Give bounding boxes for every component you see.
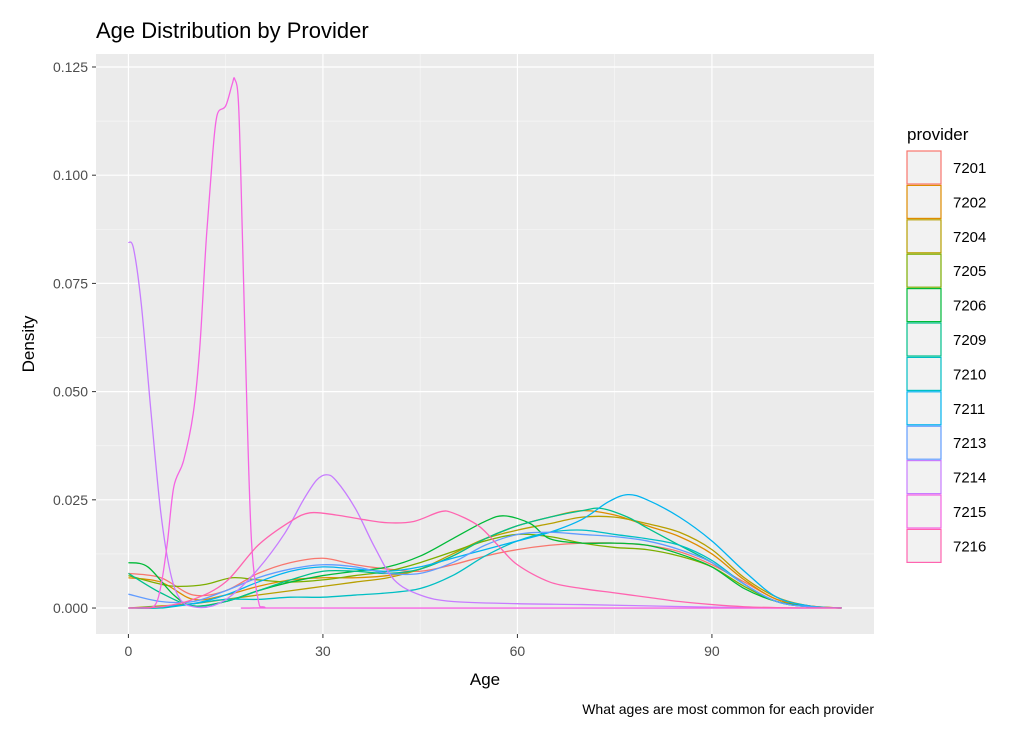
series-line-7213 bbox=[128, 531, 842, 609]
x-axis: 0 30 60 90 bbox=[125, 634, 720, 659]
legend-label-7211: 7211 bbox=[953, 401, 985, 418]
legend-label-7216: 7216 bbox=[953, 538, 986, 555]
legend-key-7210 bbox=[906, 356, 942, 391]
y-axis: 0.000 0.025 0.050 0.075 0.100 0.125 bbox=[53, 59, 96, 616]
series-line-7216 bbox=[128, 510, 842, 609]
y-tick-label: 0.000 bbox=[53, 600, 88, 616]
y-tick-label: 0.125 bbox=[53, 59, 88, 75]
series-line-7215 bbox=[141, 77, 842, 609]
x-tick-label: 90 bbox=[704, 643, 720, 659]
legend-key-7201 bbox=[906, 150, 942, 185]
legend-key-7202 bbox=[906, 184, 942, 219]
legend-key-7206 bbox=[906, 288, 942, 323]
y-tick-label: 0.100 bbox=[53, 167, 88, 183]
series-line-7210 bbox=[128, 529, 842, 609]
plot-panel bbox=[96, 54, 874, 634]
y-tick-label: 0.050 bbox=[53, 384, 88, 400]
legend-key-7214 bbox=[906, 460, 942, 495]
legend-key-7215 bbox=[906, 494, 942, 529]
legend-title: provider bbox=[907, 125, 969, 144]
chart-caption: What ages are most common for each provi… bbox=[582, 701, 874, 717]
legend-label-7205: 7205 bbox=[953, 263, 986, 280]
legend-label-7209: 7209 bbox=[953, 332, 986, 349]
y-tick-label: 0.025 bbox=[53, 492, 88, 508]
y-tick-label: 0.075 bbox=[53, 275, 88, 291]
legend-label-7204: 7204 bbox=[953, 229, 986, 246]
legend-label-7213: 7213 bbox=[953, 435, 986, 452]
series-line-7214 bbox=[127, 241, 842, 609]
legend-key-7211 bbox=[906, 391, 942, 426]
legend: 7201 7202 7204 7205 7206 7209 7210 7211 7213 7214… bbox=[906, 150, 986, 564]
legend-label-7201: 7201 bbox=[953, 160, 986, 177]
y-axis-title: Density bbox=[19, 315, 38, 372]
grid-minor bbox=[96, 54, 874, 634]
x-tick-label: 0 bbox=[125, 643, 133, 659]
chart-title: Age Distribution by Provider bbox=[96, 18, 369, 43]
legend-label-7215: 7215 bbox=[953, 504, 986, 521]
legend-label-7214: 7214 bbox=[953, 470, 986, 487]
x-tick-label: 30 bbox=[315, 643, 331, 659]
legend-key-7205 bbox=[906, 253, 942, 288]
legend-label-7206: 7206 bbox=[953, 298, 986, 315]
series-lines bbox=[127, 77, 842, 609]
legend-key-7209 bbox=[906, 322, 942, 357]
x-tick-label: 60 bbox=[510, 643, 526, 659]
grid-major bbox=[96, 54, 874, 634]
x-axis-title: Age bbox=[470, 670, 500, 689]
legend-label-7202: 7202 bbox=[953, 194, 986, 211]
legend-key-7213 bbox=[906, 425, 942, 460]
legend-key-7216 bbox=[906, 528, 942, 564]
legend-key-7204 bbox=[906, 219, 942, 254]
legend-label-7210: 7210 bbox=[953, 366, 986, 383]
